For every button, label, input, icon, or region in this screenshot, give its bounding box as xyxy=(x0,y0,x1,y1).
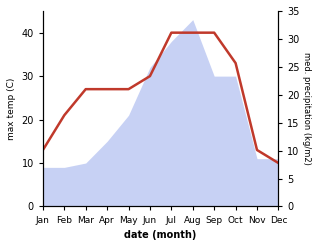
X-axis label: date (month): date (month) xyxy=(124,230,197,240)
Y-axis label: max temp (C): max temp (C) xyxy=(7,78,16,140)
Y-axis label: med. precipitation (kg/m2): med. precipitation (kg/m2) xyxy=(302,52,311,165)
